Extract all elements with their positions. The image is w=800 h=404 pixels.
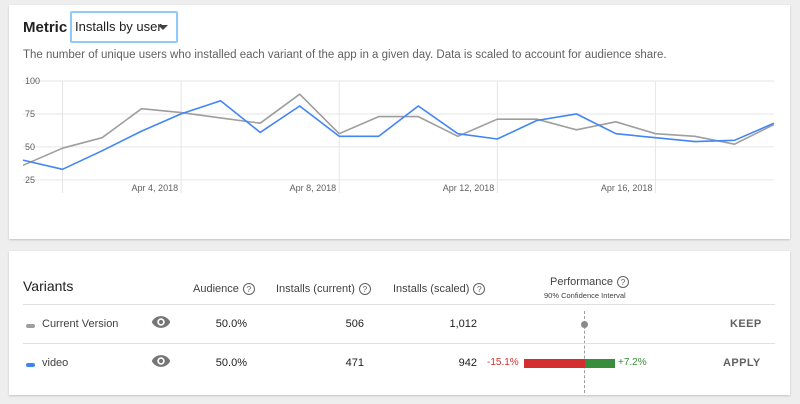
caret-down-icon <box>158 25 168 30</box>
confidence-interval-label: 90% Confidence Interval <box>544 291 626 300</box>
keep-button[interactable]: KEEP <box>730 318 762 330</box>
x-tick-label: Apr 4, 2018 <box>132 183 179 193</box>
installs-line-chart: 100 75 50 25 Apr 4, 2018 Apr 8, 2018 Apr 12, … <box>22 76 775 193</box>
help-icon[interactable]: ? <box>242 283 255 295</box>
header-performance: Performance ? <box>550 276 629 288</box>
y-tick-label: 25 <box>25 175 35 185</box>
x-tick-label: Apr 8, 2018 <box>290 183 337 193</box>
metric-description: The number of unique users who installed… <box>23 49 667 61</box>
ci-negative-bar <box>524 359 585 368</box>
help-icon[interactable]: ? <box>616 276 629 288</box>
performance-zero-line <box>584 311 585 393</box>
eye-icon[interactable] <box>151 315 171 329</box>
help-icon[interactable]: ? <box>358 283 371 295</box>
variants-title: Variants <box>23 278 74 294</box>
ci-low-value: -15.1% <box>487 357 519 368</box>
header-audience: Audience ? <box>193 283 255 295</box>
metric-dropdown-value: Installs by user <box>75 19 162 34</box>
variants-card: Variants Audience ? Installs (current) ?… <box>9 251 790 395</box>
variant-name: Current Version <box>42 318 119 330</box>
ci-positive-bar <box>585 359 615 368</box>
installs-scaled-value: 942 <box>458 357 477 369</box>
y-tick-label: 50 <box>25 142 35 152</box>
installs-current-value: 506 <box>345 318 364 330</box>
header-installs-scaled: Installs (scaled) ? <box>393 283 486 295</box>
series-line-current-version <box>22 93 775 167</box>
ci-high-value: +7.2% <box>618 357 647 368</box>
installs-scaled-value: 1,012 <box>449 318 477 330</box>
metric-label: Metric <box>23 19 68 36</box>
variant-color-swatch <box>26 324 35 328</box>
audience-value: 50.0% <box>215 318 247 330</box>
audience-value: 50.0% <box>215 357 247 369</box>
metric-card: Metric Installs by user The number of un… <box>9 5 790 239</box>
series-line-video <box>22 99 775 171</box>
x-tick-label: Apr 16, 2018 <box>601 183 653 193</box>
y-tick-label: 75 <box>25 109 35 119</box>
x-tick-label: Apr 12, 2018 <box>443 183 495 193</box>
variant-color-swatch <box>26 363 35 367</box>
apply-button[interactable]: APPLY <box>723 357 761 369</box>
divider <box>23 343 775 344</box>
installs-current-value: 471 <box>345 357 364 369</box>
performance-point <box>581 321 588 328</box>
metric-dropdown[interactable]: Installs by user <box>70 11 178 43</box>
eye-icon[interactable] <box>151 354 171 368</box>
table-row: Current Version 50.0% 506 1,012 KEEP <box>9 305 790 343</box>
header-installs-current: Installs (current) ? <box>276 283 371 295</box>
y-tick-label: 100 <box>25 76 40 86</box>
variant-name: video <box>42 357 69 369</box>
help-icon[interactable]: ? <box>473 283 486 295</box>
table-row: video 50.0% 471 942 -15.1% +7.2% APPLY <box>9 344 790 382</box>
divider <box>23 304 775 305</box>
